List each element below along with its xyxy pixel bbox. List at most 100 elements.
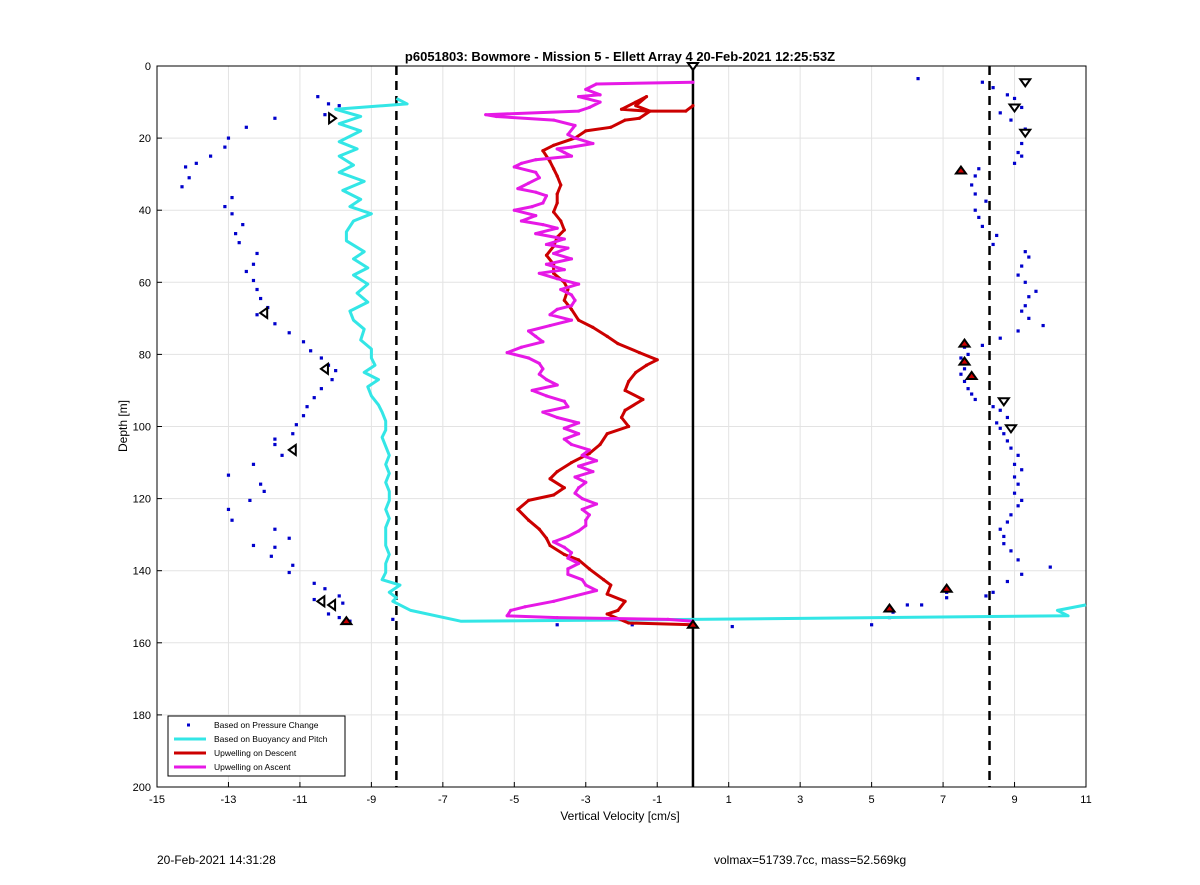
series-vertex	[523, 605, 527, 609]
pressure-change-point	[991, 86, 995, 90]
x-tick-label: 5	[869, 794, 875, 806]
series-vertex	[594, 82, 599, 86]
pressure-change-point	[916, 77, 920, 81]
series-vertex	[573, 475, 577, 479]
triangle-down-marker	[686, 62, 700, 72]
pressure-change-point	[1016, 273, 1020, 277]
pressure-change-point	[977, 215, 981, 220]
pressure-change-point	[269, 554, 273, 558]
series-vertex	[555, 192, 559, 196]
pressure-change-point	[291, 563, 295, 567]
pressure-change-point	[1002, 534, 1006, 539]
pressure-change-point	[223, 204, 227, 209]
series-vertex	[598, 442, 602, 447]
pressure-change-point	[991, 242, 995, 247]
series-vertex	[580, 578, 584, 582]
series-vertex	[619, 107, 624, 111]
series-vertex	[559, 219, 563, 223]
pressure-change-point	[1023, 280, 1027, 284]
series-vertex	[548, 313, 552, 317]
series-vertex	[555, 277, 559, 281]
y-tick-label: 80	[139, 349, 151, 361]
series-vertex	[562, 399, 566, 403]
pressure-change-point	[973, 174, 977, 178]
pressure-change-point	[1023, 250, 1027, 254]
x-tick-label: -7	[438, 794, 448, 806]
pressure-change-point	[991, 590, 995, 594]
pressure-change-point	[319, 356, 323, 360]
series-vertex	[594, 459, 599, 463]
pressure-change-point	[287, 331, 291, 335]
series-vertex	[605, 592, 609, 596]
pressure-change-point	[319, 387, 323, 391]
series-vertex	[566, 132, 570, 137]
series-vertex	[562, 545, 566, 549]
series-vertex	[577, 282, 581, 286]
series-vertex	[537, 361, 541, 366]
series-vertex	[530, 204, 534, 209]
pressure-change-point	[1009, 513, 1013, 517]
pressure-change-point	[1027, 295, 1031, 299]
triangle-left-marker	[326, 598, 337, 612]
triangle-up-marker	[953, 164, 968, 175]
series-vertex	[648, 109, 652, 113]
series-vertex	[577, 558, 581, 562]
pressure-change-point	[255, 313, 259, 317]
x-tick-label: -5	[509, 794, 519, 806]
pressure-change-point	[1020, 498, 1024, 503]
y-tick-label: 100	[133, 422, 151, 434]
series-vertex	[634, 104, 638, 108]
series-group	[180, 77, 1087, 629]
series-vertex	[562, 486, 566, 490]
series-vertex	[577, 95, 581, 99]
series-vertex	[569, 304, 574, 308]
series-vertex	[587, 567, 591, 571]
series-line-upwelling-on-ascent	[484, 80, 694, 623]
pressure-change-point	[259, 482, 263, 486]
triangle-up-marker	[686, 619, 700, 629]
series-vertex	[562, 268, 566, 272]
series-vertex	[519, 219, 524, 223]
pressure-change-point	[273, 442, 277, 447]
series-vertex	[505, 614, 509, 618]
pressure-change-point	[995, 233, 999, 238]
pressure-change-point	[962, 379, 967, 384]
pressure-change-point	[920, 603, 924, 607]
y-tick-label: 120	[133, 494, 151, 506]
series-vertex	[569, 460, 574, 465]
triangle-left-marker	[319, 361, 329, 376]
x-tick-label: 11	[1080, 794, 1091, 806]
series-vertex	[569, 442, 574, 447]
pressure-change-point	[945, 596, 949, 600]
series-vertex	[644, 95, 649, 99]
pressure-change-point	[255, 287, 259, 292]
series-vertex	[534, 334, 538, 338]
series-vertex	[527, 356, 531, 360]
series-vertex	[577, 109, 581, 113]
pressure-change-point	[870, 623, 874, 627]
triangle-up-marker	[957, 337, 972, 348]
series-vertex	[569, 145, 574, 149]
series-vertex	[527, 518, 531, 522]
series-vertex	[587, 451, 591, 456]
series-vertex	[516, 507, 520, 512]
series-vertex	[534, 214, 538, 218]
series-vertex	[616, 608, 620, 612]
series-vertex	[530, 388, 534, 393]
pressure-change-point	[251, 543, 256, 548]
pressure-change-point	[959, 356, 963, 360]
series-vertex	[577, 561, 581, 566]
y-tick-label: 200	[133, 782, 151, 794]
pressure-change-point	[230, 518, 234, 522]
series-vertex	[627, 379, 631, 384]
pressure-change-point	[1020, 141, 1024, 146]
pressure-change-point	[984, 594, 988, 598]
footer-volmax-mass: volmax=51739.7cc, mass=52.569kg	[714, 853, 907, 867]
series-vertex	[566, 405, 570, 409]
y-tick-label: 20	[139, 133, 151, 145]
pressure-change-point	[291, 432, 295, 436]
pressure-change-point	[980, 224, 984, 229]
pressure-change-point	[1009, 118, 1013, 122]
legend-label: Based on Pressure Change	[214, 720, 319, 730]
x-axis-label: Vertical Velocity [cm/s]	[560, 809, 679, 823]
